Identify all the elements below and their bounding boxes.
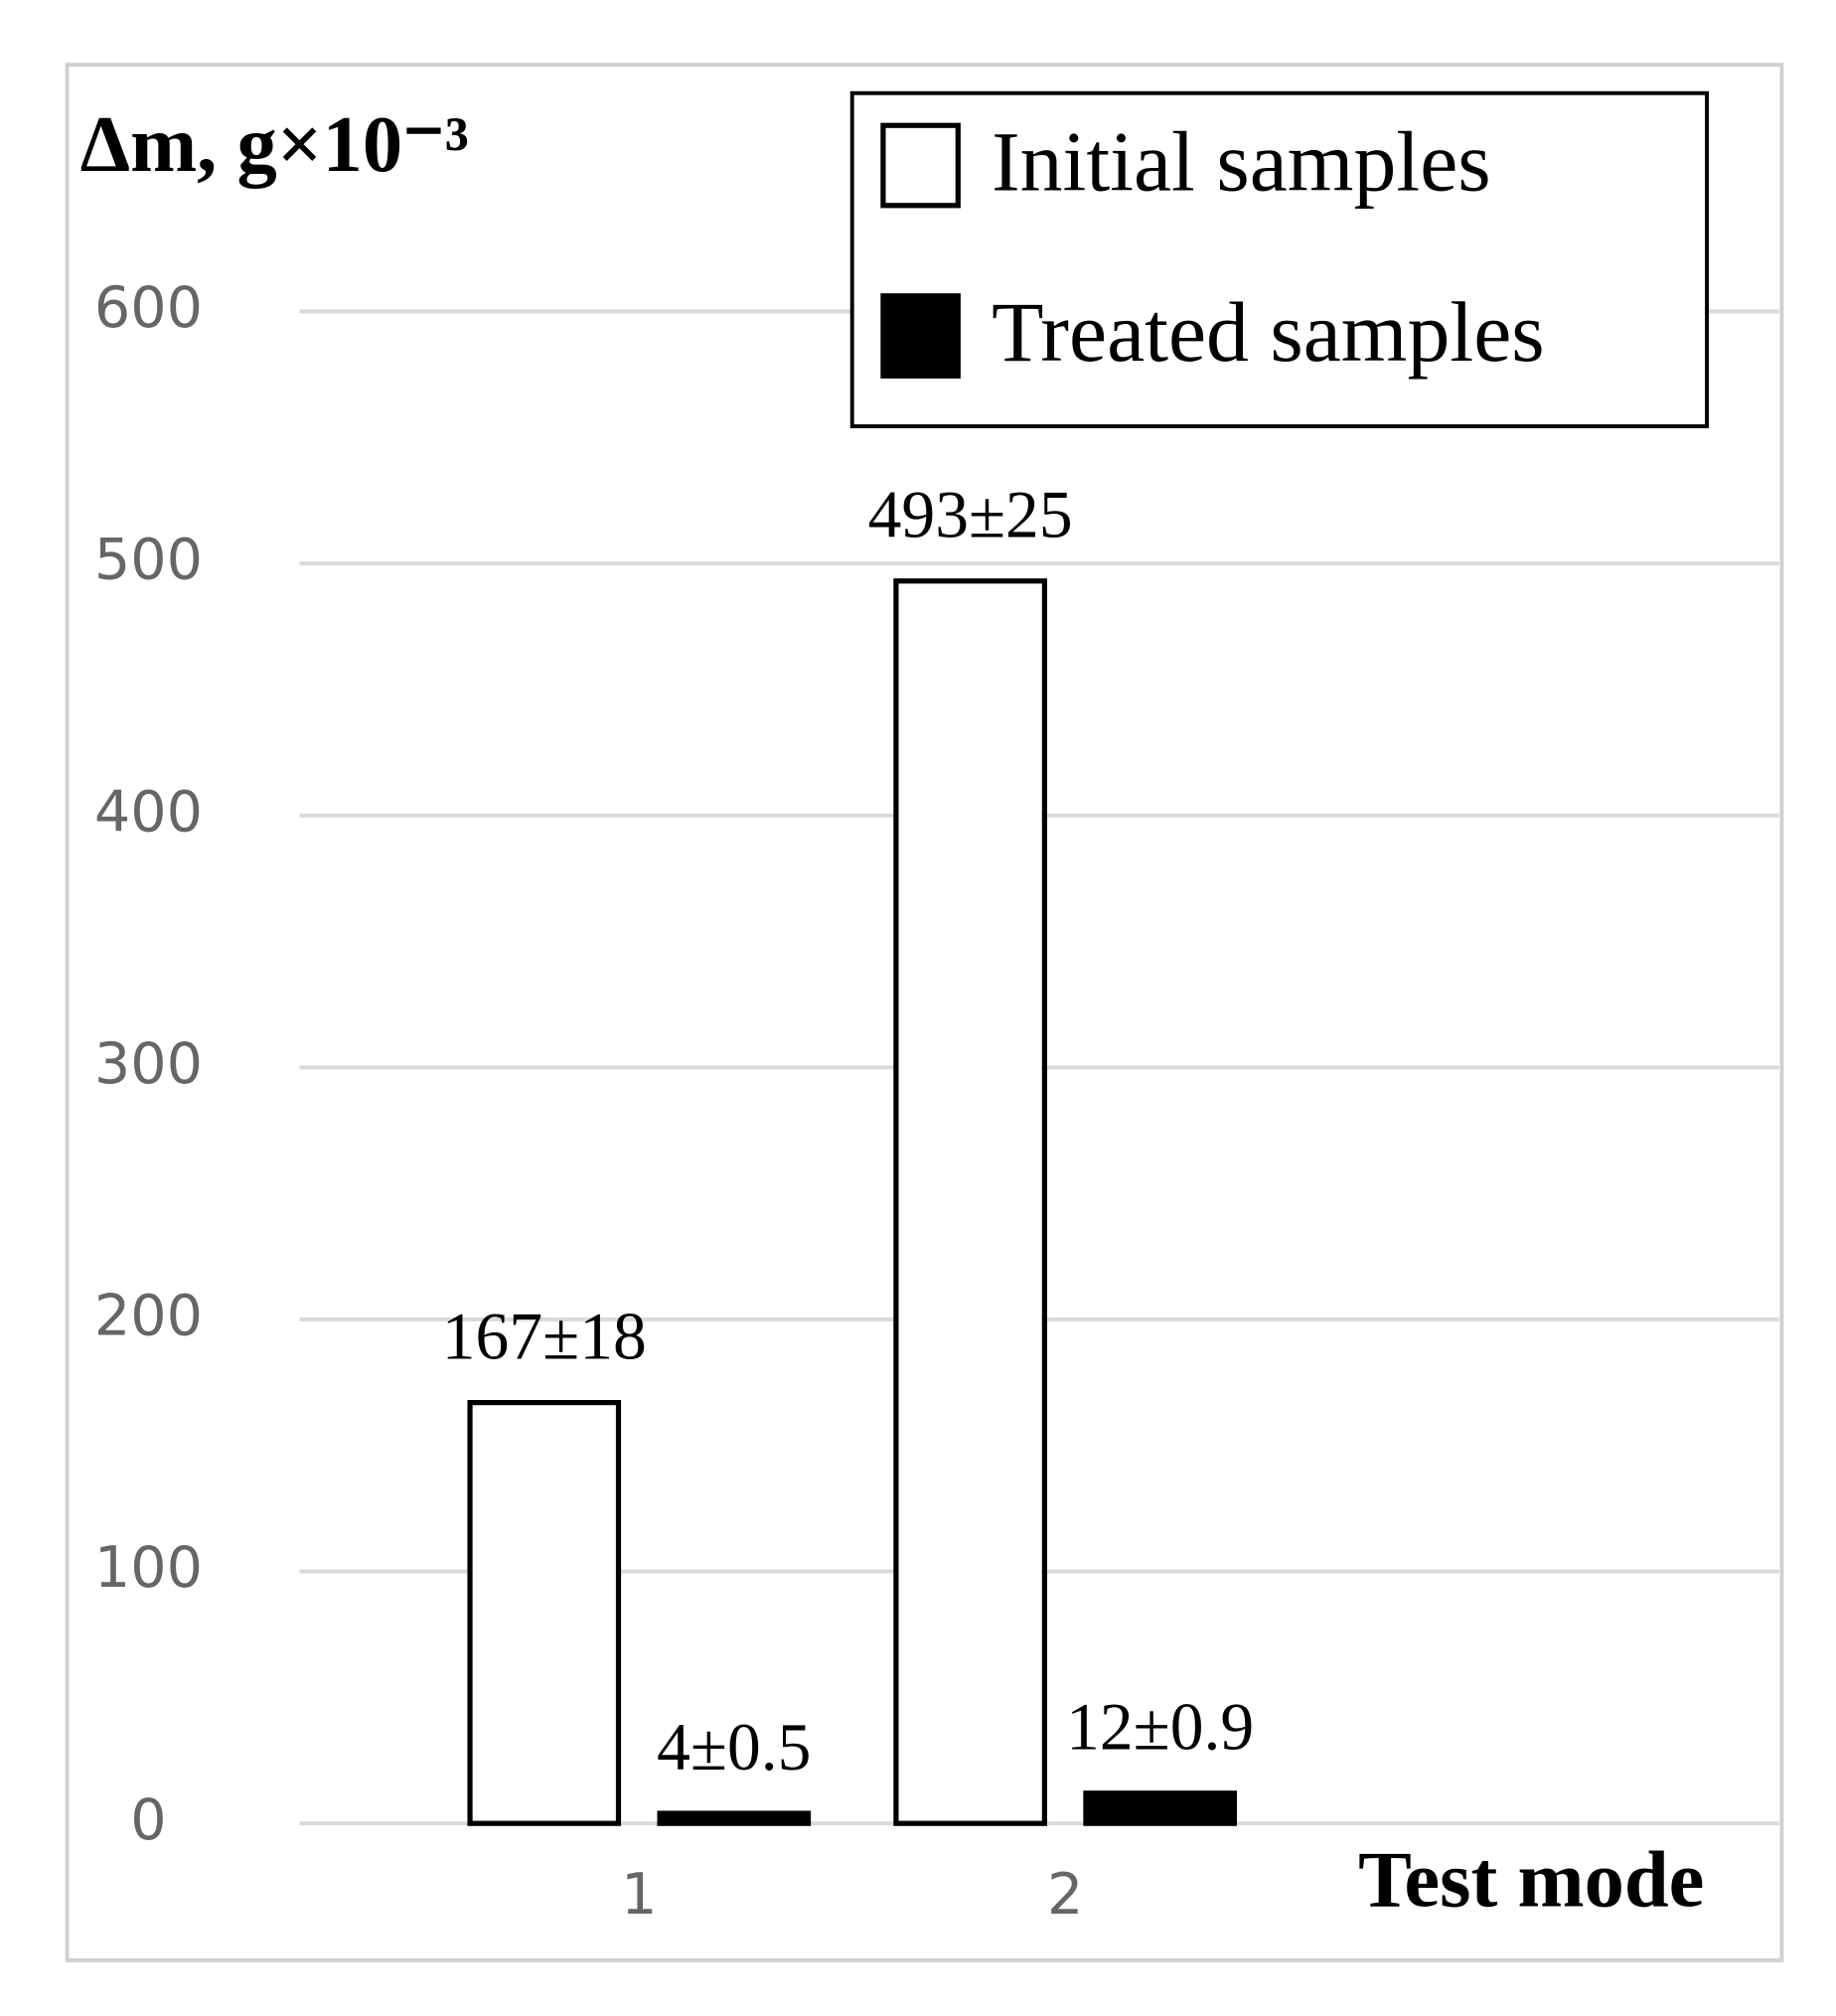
y-tick-label: 0 xyxy=(130,1787,166,1853)
y-tick-label: 300 xyxy=(94,1031,203,1097)
x-tick-label: 2 xyxy=(1047,1862,1083,1928)
bar xyxy=(893,578,1047,1826)
x-tick-label: 1 xyxy=(621,1862,657,1928)
legend-swatch xyxy=(880,293,961,379)
value-label: 12±0.9 xyxy=(1066,1689,1254,1764)
bar xyxy=(1083,1790,1237,1826)
bar xyxy=(467,1400,622,1826)
bar xyxy=(657,1810,812,1826)
y-tick-label: 600 xyxy=(94,275,203,341)
y-tick-label: 200 xyxy=(94,1284,203,1349)
value-label: 167±18 xyxy=(442,1299,647,1373)
y-axis-label: Δm, g×10⁻³ xyxy=(80,100,469,189)
y-tick-label: 100 xyxy=(94,1535,203,1601)
x-axis-label: Test mode xyxy=(1358,1836,1704,1925)
y-tick-label: 500 xyxy=(94,528,203,593)
legend-label: Treated samples xyxy=(992,285,1545,380)
value-label: 4±0.5 xyxy=(657,1710,811,1784)
legend-swatch xyxy=(880,122,961,209)
value-label: 493±25 xyxy=(868,477,1073,551)
legend-label: Initial samples xyxy=(992,114,1491,209)
y-tick-label: 400 xyxy=(94,779,203,845)
legend-box xyxy=(849,90,1709,428)
